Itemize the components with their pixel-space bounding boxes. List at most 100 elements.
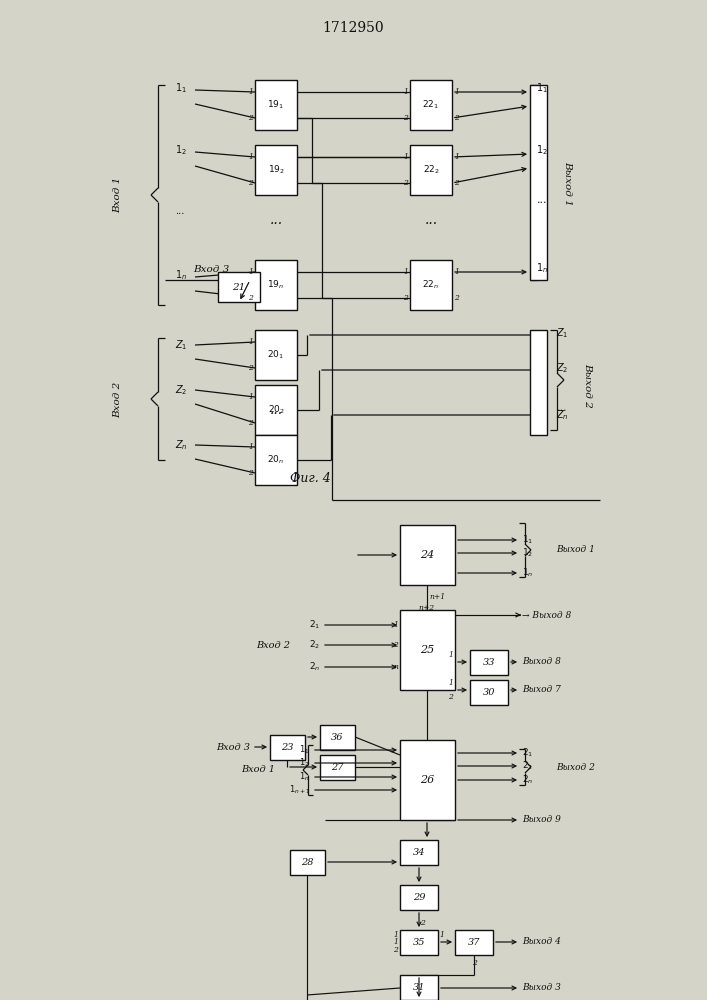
Text: $1_n$: $1_n$ [175,268,187,282]
Bar [255,385,297,435]
Bar [470,650,508,675]
Text: 2: 2 [248,114,253,122]
Text: 1: 1 [454,268,459,276]
Text: $Z_2$: $Z_2$ [175,383,187,397]
Text: 28: 28 [301,858,314,867]
Text: Выход 1: Выход 1 [563,161,573,205]
Bar [290,850,325,875]
Text: 37: 37 [468,938,480,947]
Text: 1: 1 [448,679,453,687]
Text: 1: 1 [248,88,253,96]
Text: 1: 1 [439,931,444,939]
Text: $2_1$: $2_1$ [309,619,320,631]
Bar [270,735,305,760]
Text: 2: 2 [403,179,408,187]
Text: 1: 1 [248,338,253,346]
Text: $Z_1$: $Z_1$ [175,338,187,352]
Bar [455,930,493,955]
Text: 1: 1 [248,153,253,161]
Text: ...: ... [536,195,547,205]
Text: Выход 7: Выход 7 [522,686,561,694]
Text: $1_n$: $1_n$ [299,771,310,783]
Text: 1: 1 [393,938,398,946]
Text: Вход 2: Вход 2 [114,382,122,418]
Text: $1_n$: $1_n$ [536,261,548,275]
Text: $1_1$: $1_1$ [300,744,310,756]
Text: 1: 1 [403,88,408,96]
Text: → Выход 8: → Выход 8 [522,610,571,619]
Text: 31: 31 [413,983,425,992]
Bar [218,272,260,302]
Text: $19_n$: $19_n$ [267,279,285,291]
Text: 25: 25 [421,645,435,655]
Text: Вход 3: Вход 3 [193,265,229,274]
Bar [470,680,508,705]
Text: 2: 2 [248,419,253,427]
Text: 34: 34 [413,848,425,857]
Text: Выход 8: Выход 8 [522,658,561,666]
Text: 1: 1 [393,931,398,939]
Text: 1: 1 [454,88,459,96]
Text: 2: 2 [448,693,453,701]
Text: ...: ... [269,403,283,417]
Text: $1_1$: $1_1$ [536,81,548,95]
Text: $22_n$: $22_n$ [422,279,440,291]
Text: $1_2$: $1_2$ [300,757,310,769]
Text: Вход 1: Вход 1 [114,177,122,213]
Bar [255,330,297,380]
Bar [400,740,455,820]
Text: 21: 21 [233,282,245,292]
Text: n+2: n+2 [419,604,435,612]
Text: 1: 1 [448,651,453,659]
Text: Выход 2: Выход 2 [583,363,592,407]
Text: 2: 2 [403,294,408,302]
Text: $2_2$: $2_2$ [309,639,320,651]
Text: Вход 1: Вход 1 [241,766,275,774]
Text: 2: 2 [248,179,253,187]
Bar [400,885,438,910]
Text: $2_n$: $2_n$ [522,774,533,786]
Text: Выход 9: Выход 9 [522,816,561,824]
Bar [320,755,355,780]
Text: $Z_n$: $Z_n$ [556,408,568,422]
Text: $20_2$: $20_2$ [267,404,284,416]
Bar [255,145,297,195]
Text: 33: 33 [483,658,495,667]
Text: $1_2$: $1_2$ [522,547,533,559]
Bar [530,330,547,435]
Text: 2: 2 [472,959,477,967]
Text: 26: 26 [421,775,435,785]
Bar [255,435,297,485]
Text: 23: 23 [281,743,293,752]
Text: 1: 1 [403,268,408,276]
Text: 1: 1 [403,153,408,161]
Text: $Z_n$: $Z_n$ [175,438,188,452]
Text: 29: 29 [413,893,425,902]
Bar [255,260,297,310]
Text: 1: 1 [393,621,398,629]
Bar [530,85,547,280]
Text: 2: 2 [248,294,253,302]
Text: Выход 1: Выход 1 [556,546,595,554]
Text: Выход 3: Выход 3 [522,984,561,992]
Text: 27: 27 [332,763,344,772]
Bar [320,725,355,750]
Text: $2_1$: $2_1$ [522,747,533,759]
Text: n+1: n+1 [429,593,445,601]
Text: 1: 1 [248,268,253,276]
Text: $20_1$: $20_1$ [267,349,284,361]
Text: 2: 2 [248,469,253,477]
Text: $22_1$: $22_1$ [423,99,440,111]
Text: 2: 2 [248,364,253,372]
Text: 35: 35 [413,938,425,947]
Text: ...: ... [424,213,438,227]
Text: 1: 1 [248,393,253,401]
Text: Вход 2: Вход 2 [256,641,290,650]
Text: 1712950: 1712950 [322,21,384,35]
Text: Фиг. 4: Фиг. 4 [290,472,330,485]
Text: $1_1$: $1_1$ [175,81,187,95]
Text: Вход 3: Вход 3 [216,742,250,752]
Text: $1_2$: $1_2$ [175,143,187,157]
Text: ...: ... [175,208,185,217]
Text: ...: ... [556,403,566,413]
